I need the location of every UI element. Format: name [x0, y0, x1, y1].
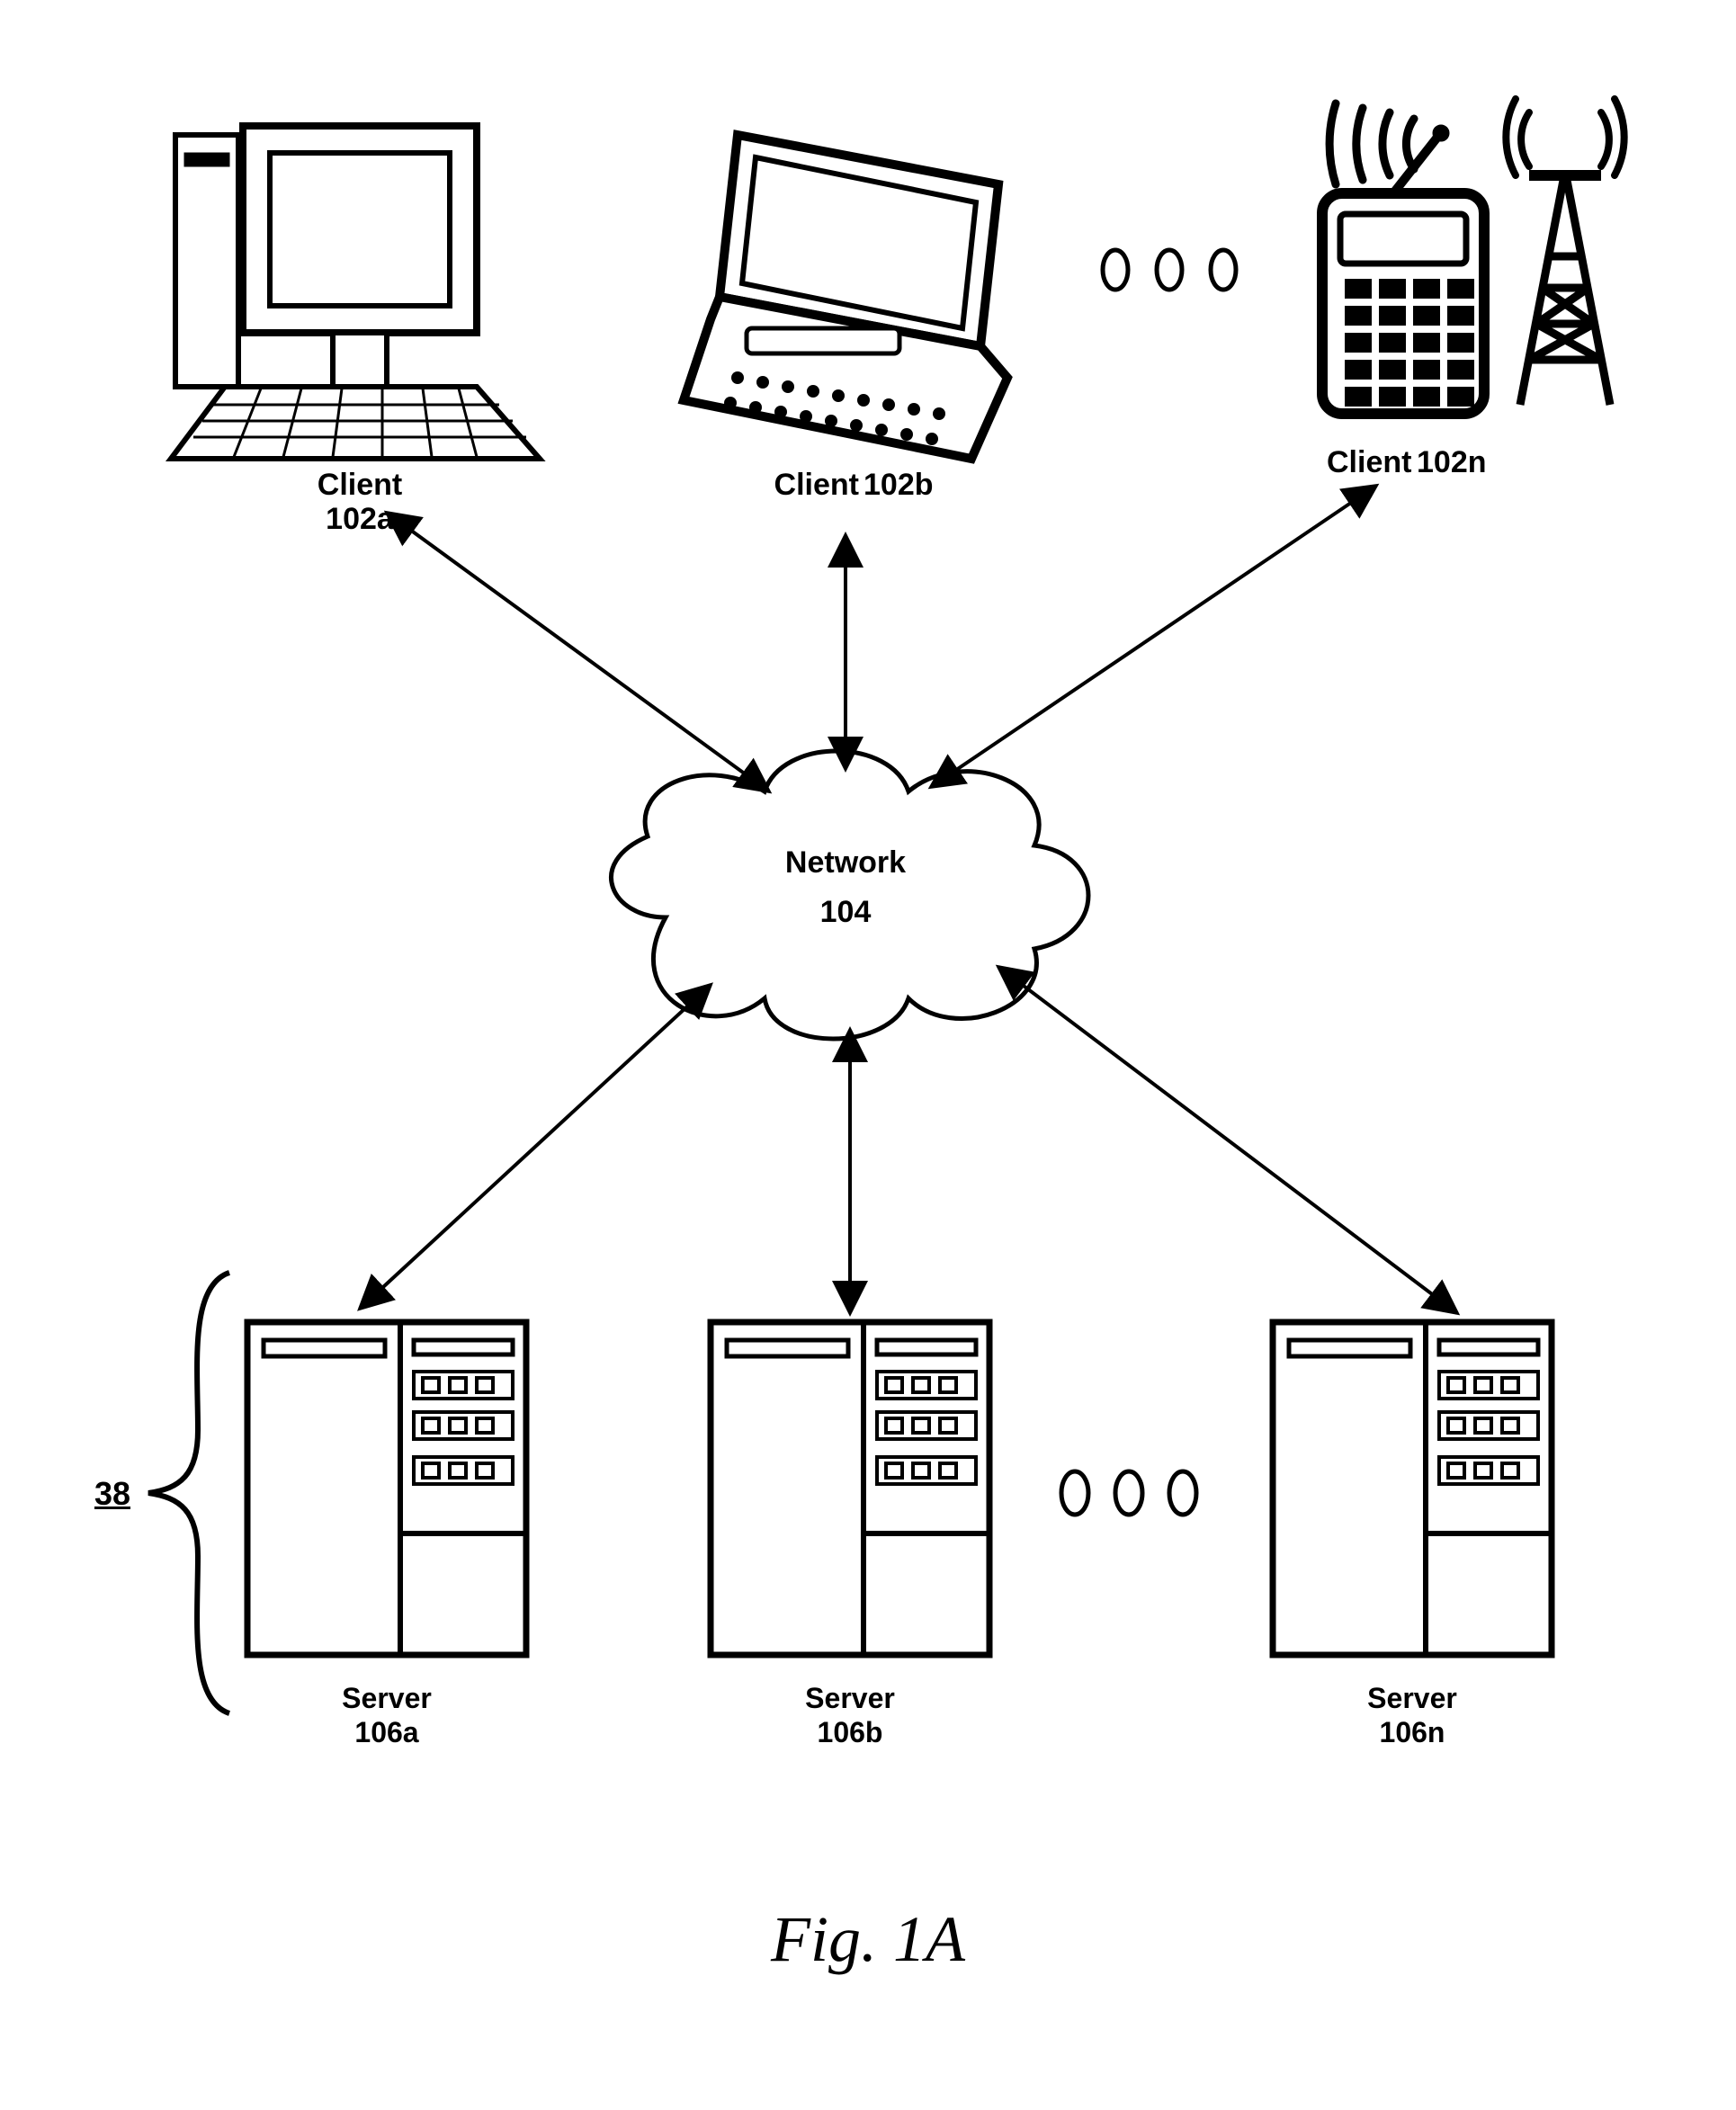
brace-ref: 38 [85, 1475, 139, 1513]
client-102a-icon [171, 126, 540, 459]
client-a-ref: 102a [270, 502, 450, 537]
client-102n-icon [1322, 99, 1624, 414]
client-b-label: Client [733, 468, 859, 503]
client-n-label: Client [1327, 445, 1426, 480]
client-b-ref: 102b [864, 468, 971, 503]
server-106n-icon [1273, 1322, 1552, 1655]
server-b-ref: 106b [760, 1716, 940, 1749]
servers-ellipsis [1061, 1471, 1196, 1515]
clients-ellipsis [1103, 250, 1236, 290]
server-106b-icon [711, 1322, 989, 1655]
server-106a-icon [247, 1322, 526, 1655]
server-n-ref: 106n [1322, 1716, 1502, 1749]
client-n-ref: 102n [1417, 445, 1525, 480]
brace-38 [148, 1273, 229, 1713]
server-a-ref: 106a [297, 1716, 477, 1749]
client-102b-icon [684, 135, 1007, 459]
network-ref: 104 [747, 895, 944, 930]
server-n-label: Server [1322, 1682, 1502, 1715]
figure-caption: Fig. 1A [0, 1902, 1736, 1977]
diagram-svg [0, 0, 1736, 2110]
network-label: Network [747, 845, 944, 881]
server-b-label: Server [760, 1682, 940, 1715]
server-a-label: Server [297, 1682, 477, 1715]
client-a-label: Client [270, 468, 450, 503]
